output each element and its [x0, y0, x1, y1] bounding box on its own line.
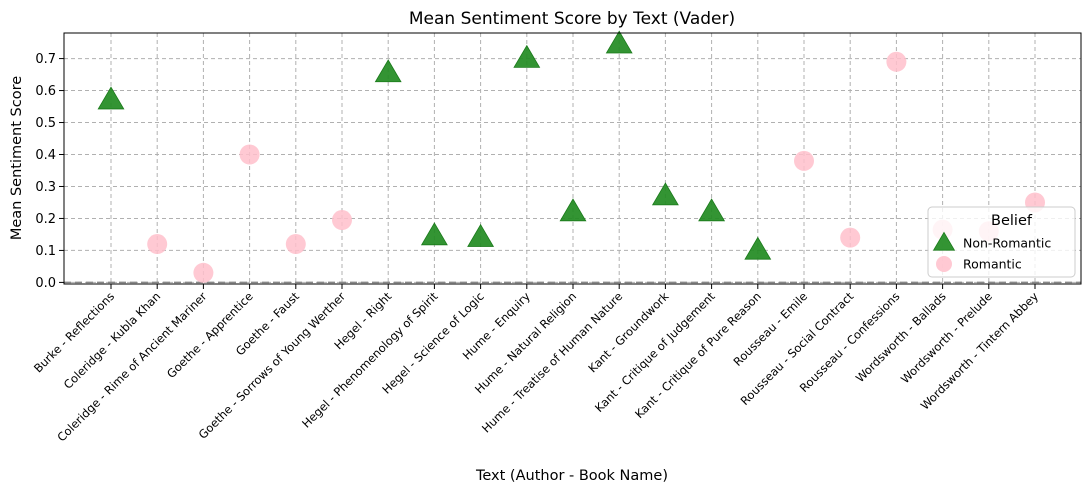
legend-label: Romantic	[963, 257, 1022, 272]
data-point-non-romantic	[420, 222, 448, 246]
data-point-romantic	[840, 227, 861, 248]
data-point-non-romantic	[374, 59, 402, 83]
y-axis-title: Mean Sentiment Score	[9, 76, 25, 240]
data-point-non-romantic	[467, 223, 495, 247]
legend-label: Non-Romantic	[963, 236, 1051, 251]
y-tick-label: 0.1	[35, 244, 56, 259]
legend-box	[927, 206, 1076, 278]
data-point-non-romantic	[513, 44, 541, 68]
legend-marker-non-romantic	[932, 231, 956, 251]
data-point-romantic	[193, 262, 214, 283]
data-point-romantic	[794, 150, 814, 171]
data-point-romantic	[886, 51, 907, 72]
y-tick-label: 0.2	[35, 212, 56, 227]
data-point-non-romantic	[605, 30, 633, 54]
y-tick-label: 0.6	[35, 84, 56, 99]
legend-marker-romantic	[936, 256, 952, 272]
data-point-romantic	[332, 210, 352, 231]
data-point-romantic	[239, 144, 260, 165]
chart-title: Mean Sentiment Score by Text (Vader)	[409, 9, 735, 29]
data-point-non-romantic	[698, 198, 726, 222]
data-point-non-romantic	[559, 198, 587, 222]
y-tick-label: 0.0	[35, 276, 56, 291]
data-point-romantic	[285, 234, 306, 255]
y-tick-label: 0.4	[35, 148, 56, 163]
data-point-non-romantic	[744, 236, 772, 260]
y-axis: 0.0 0.1 0.2 0.3 0.4 0.5 0.6 0.7	[35, 52, 64, 291]
data-point-non-romantic	[97, 86, 125, 110]
y-tick-label: 0.5	[35, 116, 56, 131]
x-axis-title: Text (Author - Book Name)	[475, 468, 668, 484]
data-point-non-romantic	[651, 182, 679, 206]
y-tick-label: 0.7	[35, 52, 56, 67]
data-point-romantic	[147, 234, 168, 255]
y-tick-label: 0.3	[35, 180, 56, 195]
legend: Belief Non-Romantic Romantic	[927, 206, 1076, 278]
legend-title: Belief	[991, 213, 1033, 229]
